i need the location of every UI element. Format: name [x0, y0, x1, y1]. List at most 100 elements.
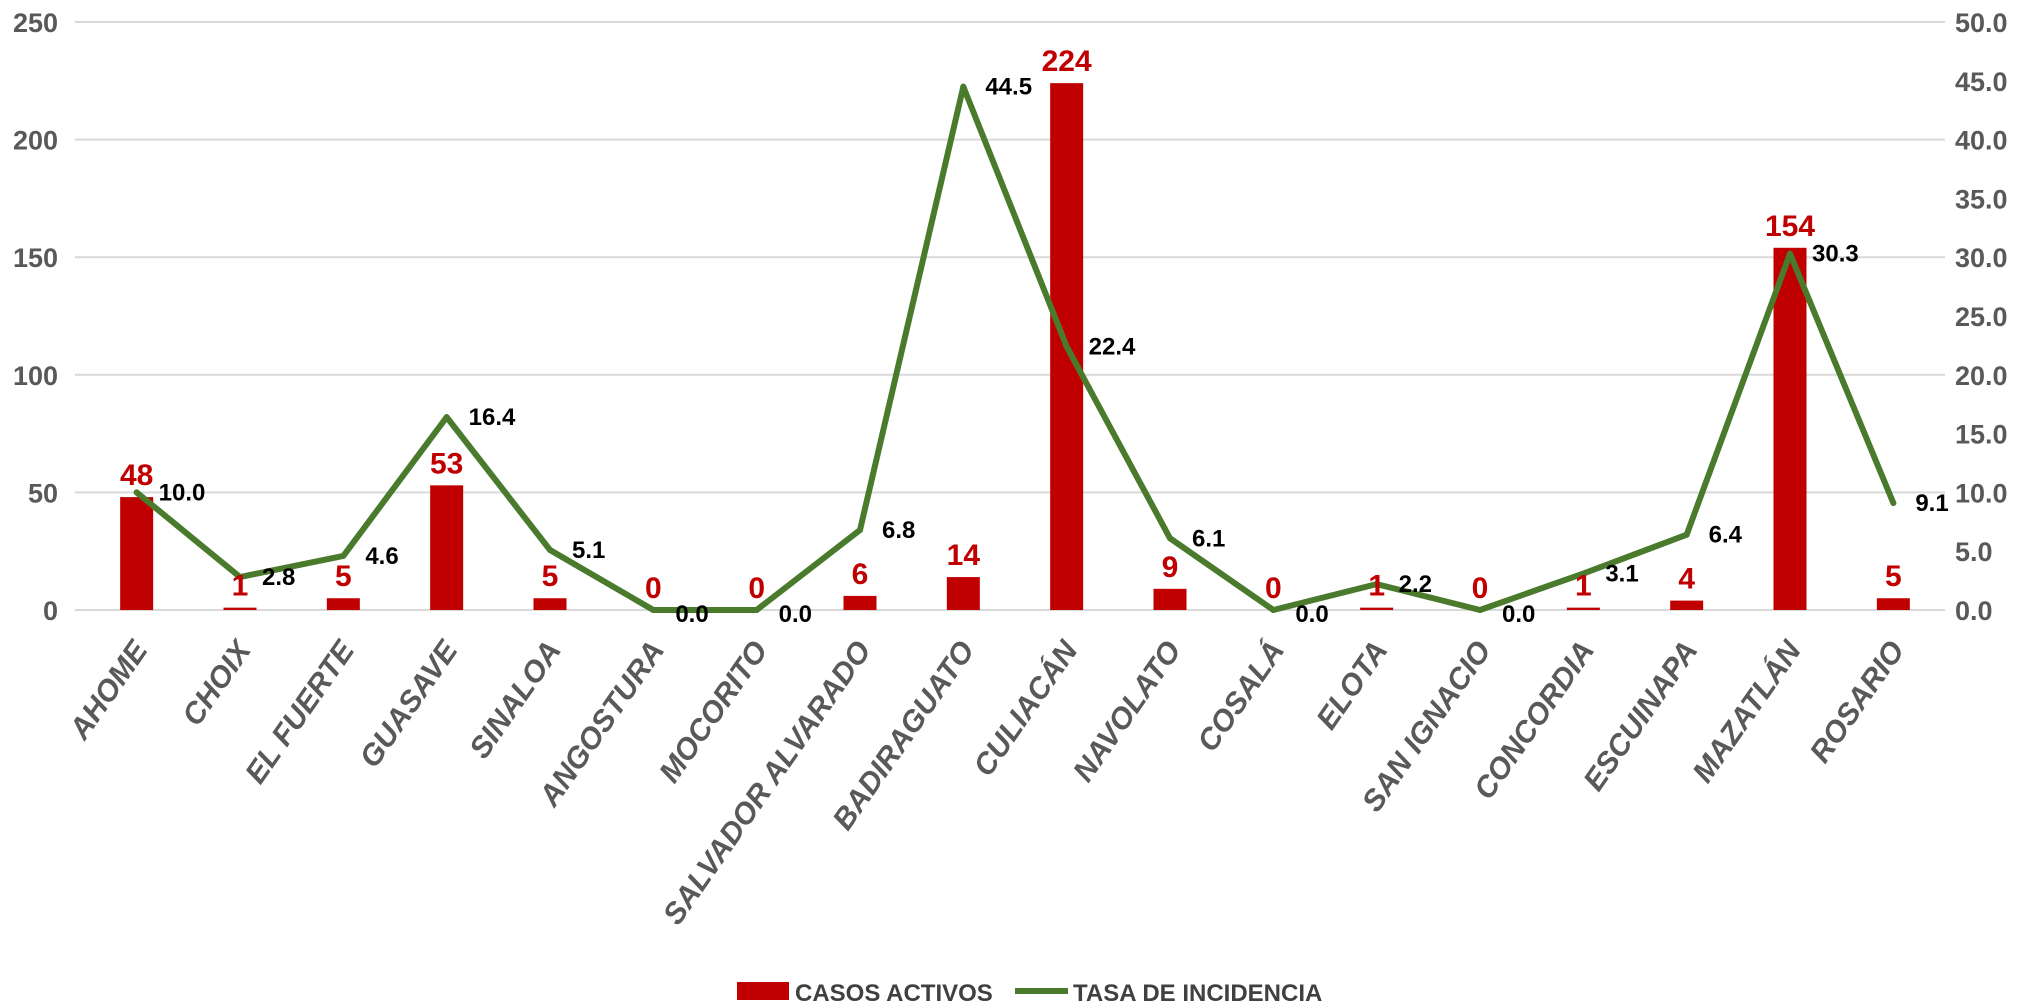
bar-series-casos-activos	[120, 83, 1910, 611]
bar-value-label: 9	[1162, 551, 1179, 584]
line-point	[547, 547, 553, 554]
line-point	[1167, 535, 1173, 542]
legend-swatch-casos-activos	[737, 982, 789, 1000]
category-label: CHOIX	[176, 633, 259, 731]
right-tick-label: 40.0	[1955, 126, 2008, 156]
line-value-label: 22.4	[1089, 334, 1136, 361]
line-value-label: 10.0	[159, 479, 206, 506]
line-value-label: 0.0	[1502, 601, 1535, 628]
line-point	[650, 607, 657, 613]
line-point	[1063, 343, 1070, 350]
bar-value-label: 6	[852, 558, 869, 591]
bar-value-label: 1	[1368, 570, 1385, 603]
line-value-label: 3.1	[1605, 561, 1638, 588]
line-value-label: 0.0	[779, 601, 812, 628]
line-value-label: 6.1	[1192, 525, 1225, 552]
bar	[1566, 607, 1600, 610]
line-point	[1890, 499, 1897, 506]
bar-value-label: 48	[120, 459, 153, 492]
right-tick-label: 15.0	[1955, 420, 2008, 450]
left-tick-label: 0	[43, 596, 58, 626]
bar-value-label: 0	[1472, 572, 1489, 605]
category-label: NAVOLATO	[1067, 635, 1188, 788]
right-tick-label: 0.0	[1955, 596, 1993, 626]
line-series-tasa-de-incidencia	[133, 83, 1897, 613]
left-axis: 0 50 100 150 200 250	[13, 8, 58, 626]
left-tick-label: 150	[13, 243, 58, 273]
legend: CASOS ACTIVOS TASA DE INCIDENCIA	[737, 980, 1322, 1007]
bar-value-label: 5	[1885, 560, 1902, 593]
left-tick-label: 250	[13, 8, 58, 38]
bar	[326, 598, 360, 610]
line-value-label: 6.8	[882, 517, 915, 544]
category-label: EL FUERTE	[239, 634, 362, 789]
category-label: SALVADOR ALVARADO	[657, 635, 878, 931]
bar	[1773, 247, 1807, 611]
incidence-line	[133, 83, 1897, 613]
bar-value-label: 5	[542, 560, 559, 593]
bar	[120, 497, 154, 610]
line-value-label: 4.6	[365, 543, 398, 570]
gridlines	[75, 21, 1945, 611]
right-tick-label: 45.0	[1955, 67, 2008, 97]
right-tick-label: 25.0	[1955, 302, 2008, 332]
line-point	[443, 414, 450, 421]
bar	[533, 598, 567, 610]
category-label: AHOME	[63, 634, 155, 746]
line-value-label: 2.2	[1399, 571, 1432, 598]
left-tick-label: 50	[28, 478, 58, 508]
right-tick-label: 20.0	[1955, 361, 2008, 391]
line-point	[1477, 607, 1483, 613]
line-value-label: 5.1	[572, 537, 605, 564]
left-tick-label: 200	[13, 126, 58, 156]
line-point	[857, 527, 863, 534]
category-label: CULIACÁN	[967, 633, 1085, 782]
line-value-label: 0.0	[1295, 601, 1328, 628]
right-tick-label: 35.0	[1955, 184, 2008, 214]
bar-value-label: 1	[1575, 570, 1592, 603]
bar	[843, 595, 877, 610]
bar	[1876, 598, 1910, 610]
legend-label-tasa-de-incidencia: TASA DE INCIDENCIA	[1073, 980, 1322, 1007]
legend-label-casos-activos: CASOS ACTIVOS	[795, 980, 993, 1007]
category-label: ROSARIO	[1804, 635, 1911, 769]
line-point	[753, 607, 760, 613]
right-tick-label: 30.0	[1955, 243, 2008, 273]
right-tick-label: 5.0	[1955, 537, 1993, 567]
line-value-label: 9.1	[1915, 490, 1948, 517]
bar-value-label: 154	[1765, 210, 1815, 243]
right-tick-label: 10.0	[1955, 478, 2008, 508]
line-value-label: 30.3	[1812, 241, 1859, 268]
bar	[1153, 588, 1187, 610]
line-value-label: 16.4	[469, 404, 516, 431]
right-axis: 0.0 5.0 10.0 15.0 20.0 25.0 30.0 35.0 40.0 45.0 50…	[1955, 8, 2008, 626]
line-value-label: 2.8	[262, 564, 295, 591]
bar-value-label: 14	[947, 539, 981, 572]
bar-value-label: 0	[748, 572, 765, 605]
bar	[223, 607, 257, 610]
line-point	[237, 574, 243, 581]
bar-value-label: 224	[1042, 45, 1092, 78]
bar	[430, 485, 464, 610]
line-point	[1787, 250, 1793, 257]
category-label: MAZATLÁN	[1686, 633, 1809, 788]
category-label: ELOTA	[1310, 635, 1394, 735]
bar-value-label: 0	[645, 572, 662, 605]
right-tick-label: 50.0	[1955, 8, 2008, 38]
line-point	[960, 83, 967, 90]
line-point	[340, 552, 347, 559]
bar-value-label: 4	[1678, 563, 1695, 596]
line-data-labels: 10.02.84.616.45.10.0 0.06.844.522.46.10.0…	[159, 74, 1949, 628]
line-point	[1373, 581, 1380, 588]
line-point	[1683, 531, 1690, 538]
line-value-label: 0.0	[675, 601, 708, 628]
category-label: MOCORITO	[653, 635, 774, 789]
line-point	[1580, 570, 1587, 577]
bar-value-label: 53	[430, 447, 463, 480]
category-label: GUASAVE	[354, 634, 465, 773]
line-point	[1270, 607, 1277, 613]
bar-value-label: 0	[1265, 572, 1282, 605]
